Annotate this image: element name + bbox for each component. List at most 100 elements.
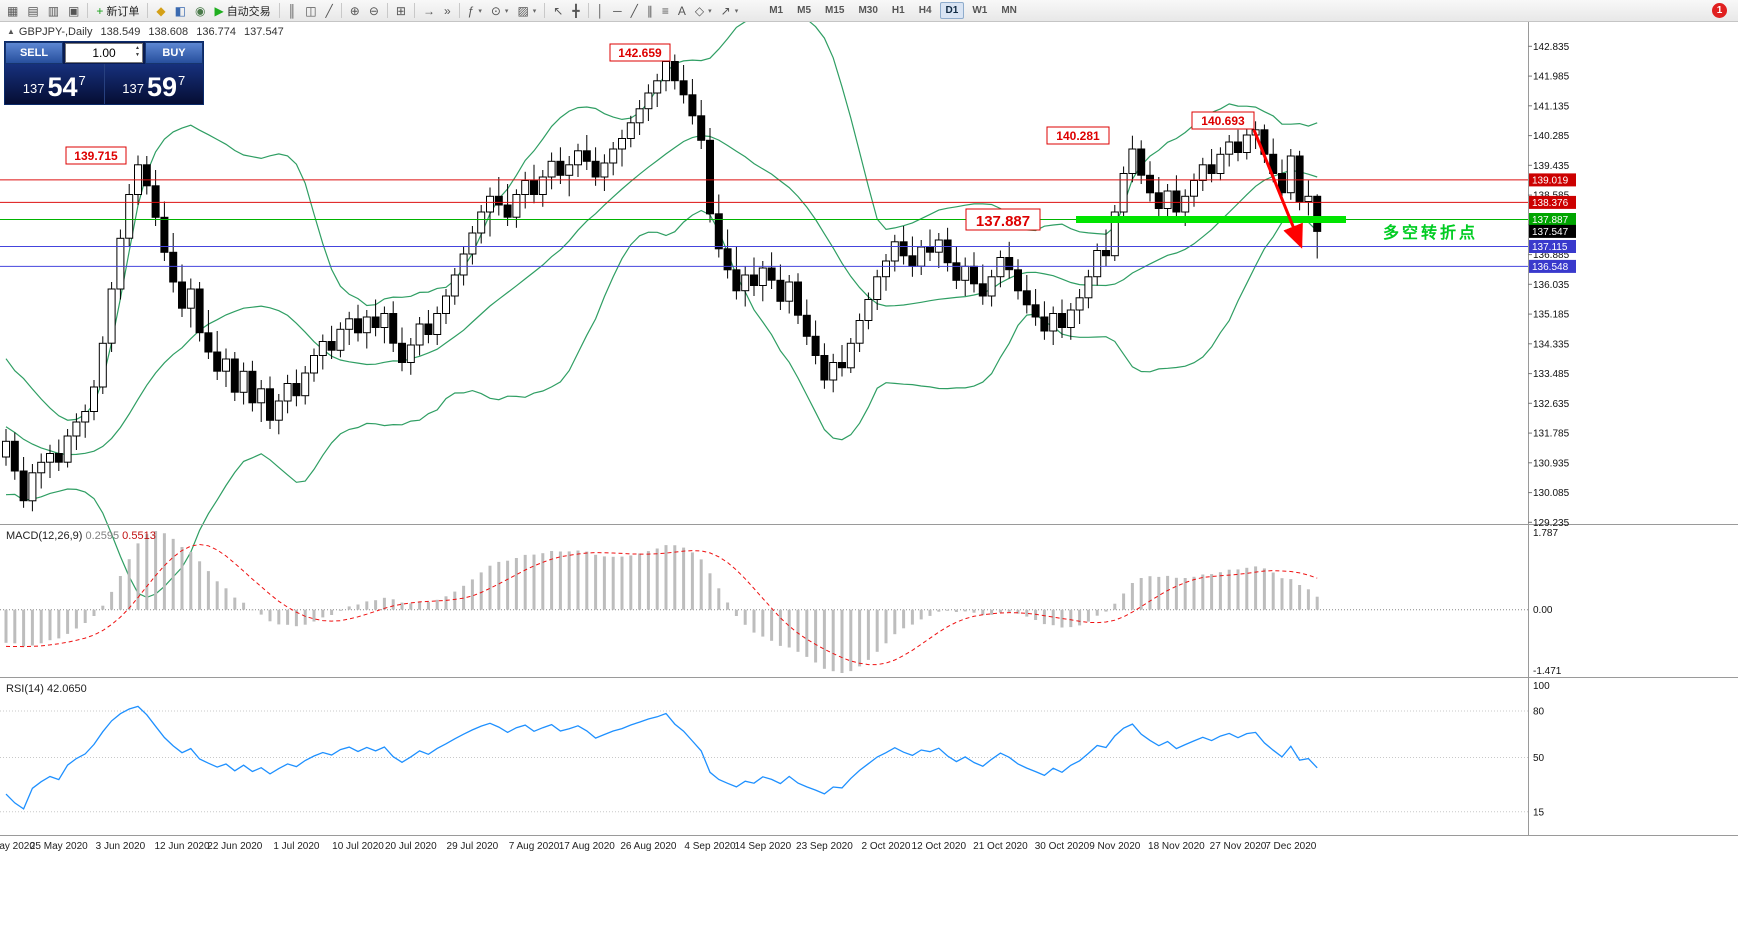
candle-body — [142, 164, 151, 187]
toolbar-separator — [544, 3, 546, 18]
crosshair-icon[interactable]: ╋ — [568, 2, 583, 20]
price-tag[interactable]: 137.547 — [1529, 224, 1576, 238]
price-callout[interactable]: 139.715 — [65, 146, 127, 165]
candle-body — [433, 313, 442, 335]
arrows-icon[interactable]: ↗ ▾ — [717, 2, 743, 20]
data-window-icon[interactable]: ▣ — [64, 2, 83, 20]
timeframe-m15[interactable]: M15 — [819, 2, 850, 19]
lot-spinner[interactable]: ▲ ▼ — [135, 45, 140, 59]
candlestick-chart-icon: ◫ — [305, 3, 317, 18]
candle-body — [644, 92, 653, 110]
timeframe-d1[interactable]: D1 — [939, 2, 965, 19]
trend-arrow[interactable] — [1252, 129, 1303, 249]
candle-body — [318, 341, 327, 356]
candle-body — [574, 150, 582, 166]
date-label: 26 Aug 2020 — [620, 841, 677, 852]
svg-text:139.019: 139.019 — [1532, 175, 1569, 186]
candle-body — [626, 122, 635, 140]
collapse-arrow-icon[interactable]: ▲ — [7, 27, 15, 36]
date-label: 10 Jul 2020 — [332, 841, 384, 852]
timeframe-h4[interactable]: H4 — [913, 2, 938, 19]
buy-price[interactable]: 137 59 7 — [103, 64, 204, 104]
new-chart-icon[interactable]: ▦ — [3, 2, 22, 20]
price-axis[interactable]: 142.835141.985141.135140.285139.435138.5… — [1528, 42, 1576, 529]
candle-body — [802, 314, 811, 337]
spinner-down-icon[interactable]: ▼ — [135, 52, 140, 58]
price-callout[interactable]: 140.693 — [1191, 111, 1255, 130]
zoom-out-icon[interactable]: ⊖ — [365, 2, 383, 20]
new-order-button: + — [96, 3, 104, 18]
price-callout[interactable]: 142.659 — [609, 43, 671, 62]
price-tick-label: 141.985 — [1533, 72, 1570, 83]
candle-body — [1075, 297, 1084, 311]
trend-note-text[interactable]: 多空转折点 — [1383, 223, 1478, 242]
price-callout[interactable]: 140.281 — [1046, 126, 1110, 145]
cursor-icon[interactable]: ↖ — [549, 2, 567, 20]
fibonacci-icon[interactable]: ≡ — [658, 2, 673, 20]
line-chart-icon[interactable]: ╱ — [322, 2, 337, 20]
market-watch-icon[interactable]: ▥ — [44, 2, 63, 20]
macd-label: MACD(12,26,9) 0.2595 0.5513 — [6, 530, 156, 542]
price-tag[interactable]: 137.115 — [1529, 240, 1576, 253]
indicators-icon[interactable]: ƒ ▾ — [464, 2, 486, 20]
candlestick-chart-icon[interactable]: ◫ — [301, 2, 320, 20]
shapes-icon: ◇ — [694, 3, 705, 18]
bar-chart-icon[interactable]: ║ — [284, 2, 301, 20]
trendline-icon[interactable]: ╱ — [627, 2, 642, 20]
notification-badge[interactable]: 1 — [1712, 3, 1727, 18]
price-tag[interactable]: 139.019 — [1529, 173, 1576, 187]
auto-scroll-icon[interactable]: → — [419, 2, 439, 20]
spinner-up-icon[interactable]: ▲ — [135, 45, 140, 51]
terminal-icon[interactable]: ◧ — [171, 2, 190, 20]
candle-body — [389, 313, 398, 344]
buy-button[interactable]: BUY — [145, 42, 203, 64]
candle-body — [1295, 155, 1304, 202]
candle-body — [873, 276, 882, 300]
candle-body — [248, 370, 257, 404]
price-tag[interactable]: 136.548 — [1529, 259, 1576, 273]
chart-shift-icon[interactable]: » — [440, 2, 455, 20]
candle-body — [406, 344, 415, 363]
timeframe-m30[interactable]: M30 — [852, 2, 883, 19]
timeframe-h1[interactable]: H1 — [886, 2, 911, 19]
trendline-icon: ╱ — [630, 3, 638, 18]
periods-icon[interactable]: ⊙ ▾ — [487, 2, 513, 20]
lot-size-field[interactable]: 1.00 ▲ ▼ — [65, 43, 143, 63]
metaeditor-icon[interactable]: ◆ — [152, 2, 169, 20]
sell-button[interactable]: SELL — [5, 42, 63, 64]
autotrading-button[interactable]: ▶ 自动交易 — [210, 2, 274, 20]
horizontal-line-icon[interactable]: ─ — [609, 2, 626, 20]
price-tick-label: 134.335 — [1533, 339, 1570, 350]
price-callout[interactable]: 137.887 — [965, 208, 1041, 231]
price-tag[interactable]: 137.887 — [1529, 213, 1576, 226]
vertical-line-icon[interactable]: │ — [593, 2, 609, 20]
toolbar-separator — [87, 3, 89, 18]
line-chart-icon: ╱ — [325, 3, 333, 18]
tile-windows-icon[interactable]: ⊞ — [392, 2, 410, 20]
templates-icon[interactable]: ▨ ▾ — [513, 2, 540, 20]
timeframe-m1[interactable]: M1 — [763, 2, 789, 19]
timeframe-m5[interactable]: M5 — [791, 2, 817, 19]
svg-text:140.693: 140.693 — [1201, 114, 1245, 128]
text-label-icon[interactable]: A — [674, 2, 690, 20]
rsi-axis-label: 100 — [1533, 681, 1550, 692]
channel-icon[interactable]: ∥ — [643, 2, 657, 20]
price-tag[interactable]: 138.376 — [1529, 195, 1576, 209]
candle-body — [46, 453, 54, 463]
candle-body — [846, 342, 855, 369]
candle-body — [978, 283, 987, 297]
price-callouts[interactable]: 139.715 142.659 137.887 140.281 140.693 — [65, 43, 1255, 231]
profiles-icon[interactable]: ▤ — [23, 2, 42, 20]
timeframe-w1[interactable]: W1 — [966, 2, 993, 19]
candle-body — [1198, 164, 1207, 182]
shapes-icon[interactable]: ◇ ▾ — [691, 2, 716, 20]
strategy-tester-icon[interactable]: ◉ — [191, 2, 209, 20]
new-order-button[interactable]: + 新订单 — [92, 2, 143, 20]
candles[interactable] — [2, 52, 1322, 512]
sell-price[interactable]: 137 54 7 — [5, 64, 104, 104]
timeframe-mn[interactable]: MN — [995, 2, 1023, 19]
candle-body — [679, 80, 688, 96]
zoom-in-icon[interactable]: ⊕ — [346, 2, 364, 20]
